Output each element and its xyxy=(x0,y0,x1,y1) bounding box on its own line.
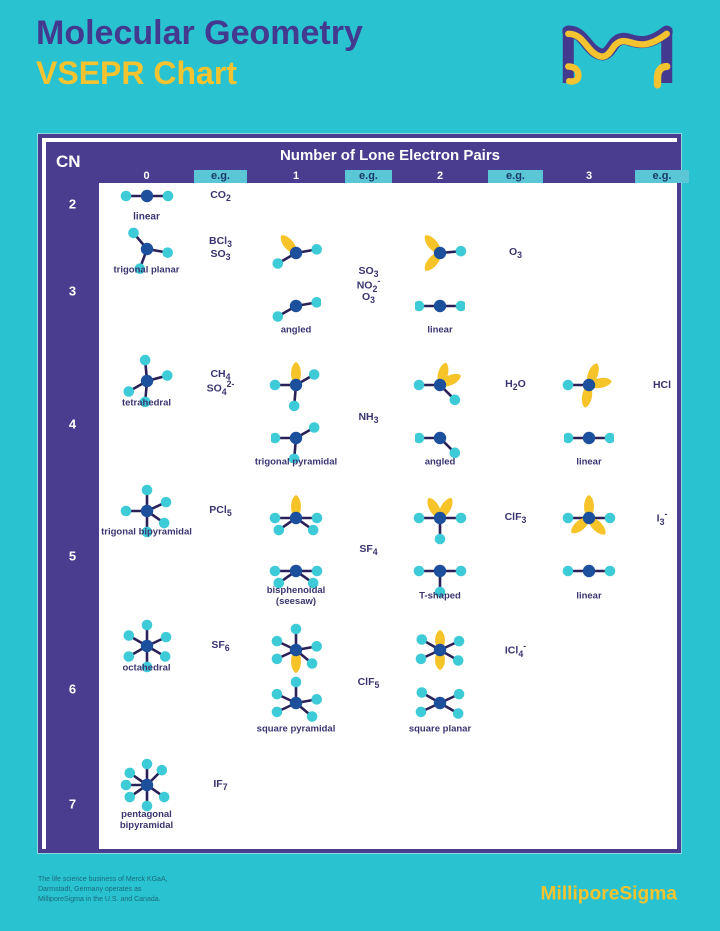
svg-text:MilliporeSigma: MilliporeSigma xyxy=(541,884,678,905)
